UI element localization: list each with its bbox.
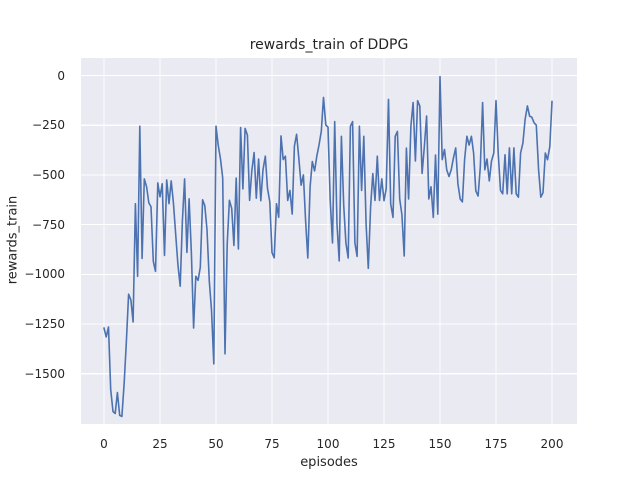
x-tick-label: 150 [428,437,452,451]
y-tick-label: 0 [57,68,65,83]
line-series [103,75,553,418]
x-axis-label: episodes [300,455,358,470]
y-tick-label: −1000 [24,267,65,282]
x-tick-label: 25 [152,437,168,451]
y-tick-label: −500 [32,167,65,182]
y-tick-label: −750 [32,217,65,232]
x-tick-label: 0 [100,437,108,451]
y-tick-label: −250 [32,118,65,133]
x-tick-label: 100 [316,437,340,451]
axes-background [81,58,577,424]
x-tick-label: 175 [484,437,508,451]
chart-title: rewards_train of DDPG [249,37,409,53]
y-axis-label: rewards_train [5,195,21,285]
x-tick-label: 50 [208,437,224,451]
x-tick-label: 75 [264,437,280,451]
x-tick-label: 125 [372,437,396,451]
y-tick-label: −1250 [24,317,65,331]
x-tick-label: 200 [540,437,564,451]
y-tick-label: −1500 [24,366,65,381]
